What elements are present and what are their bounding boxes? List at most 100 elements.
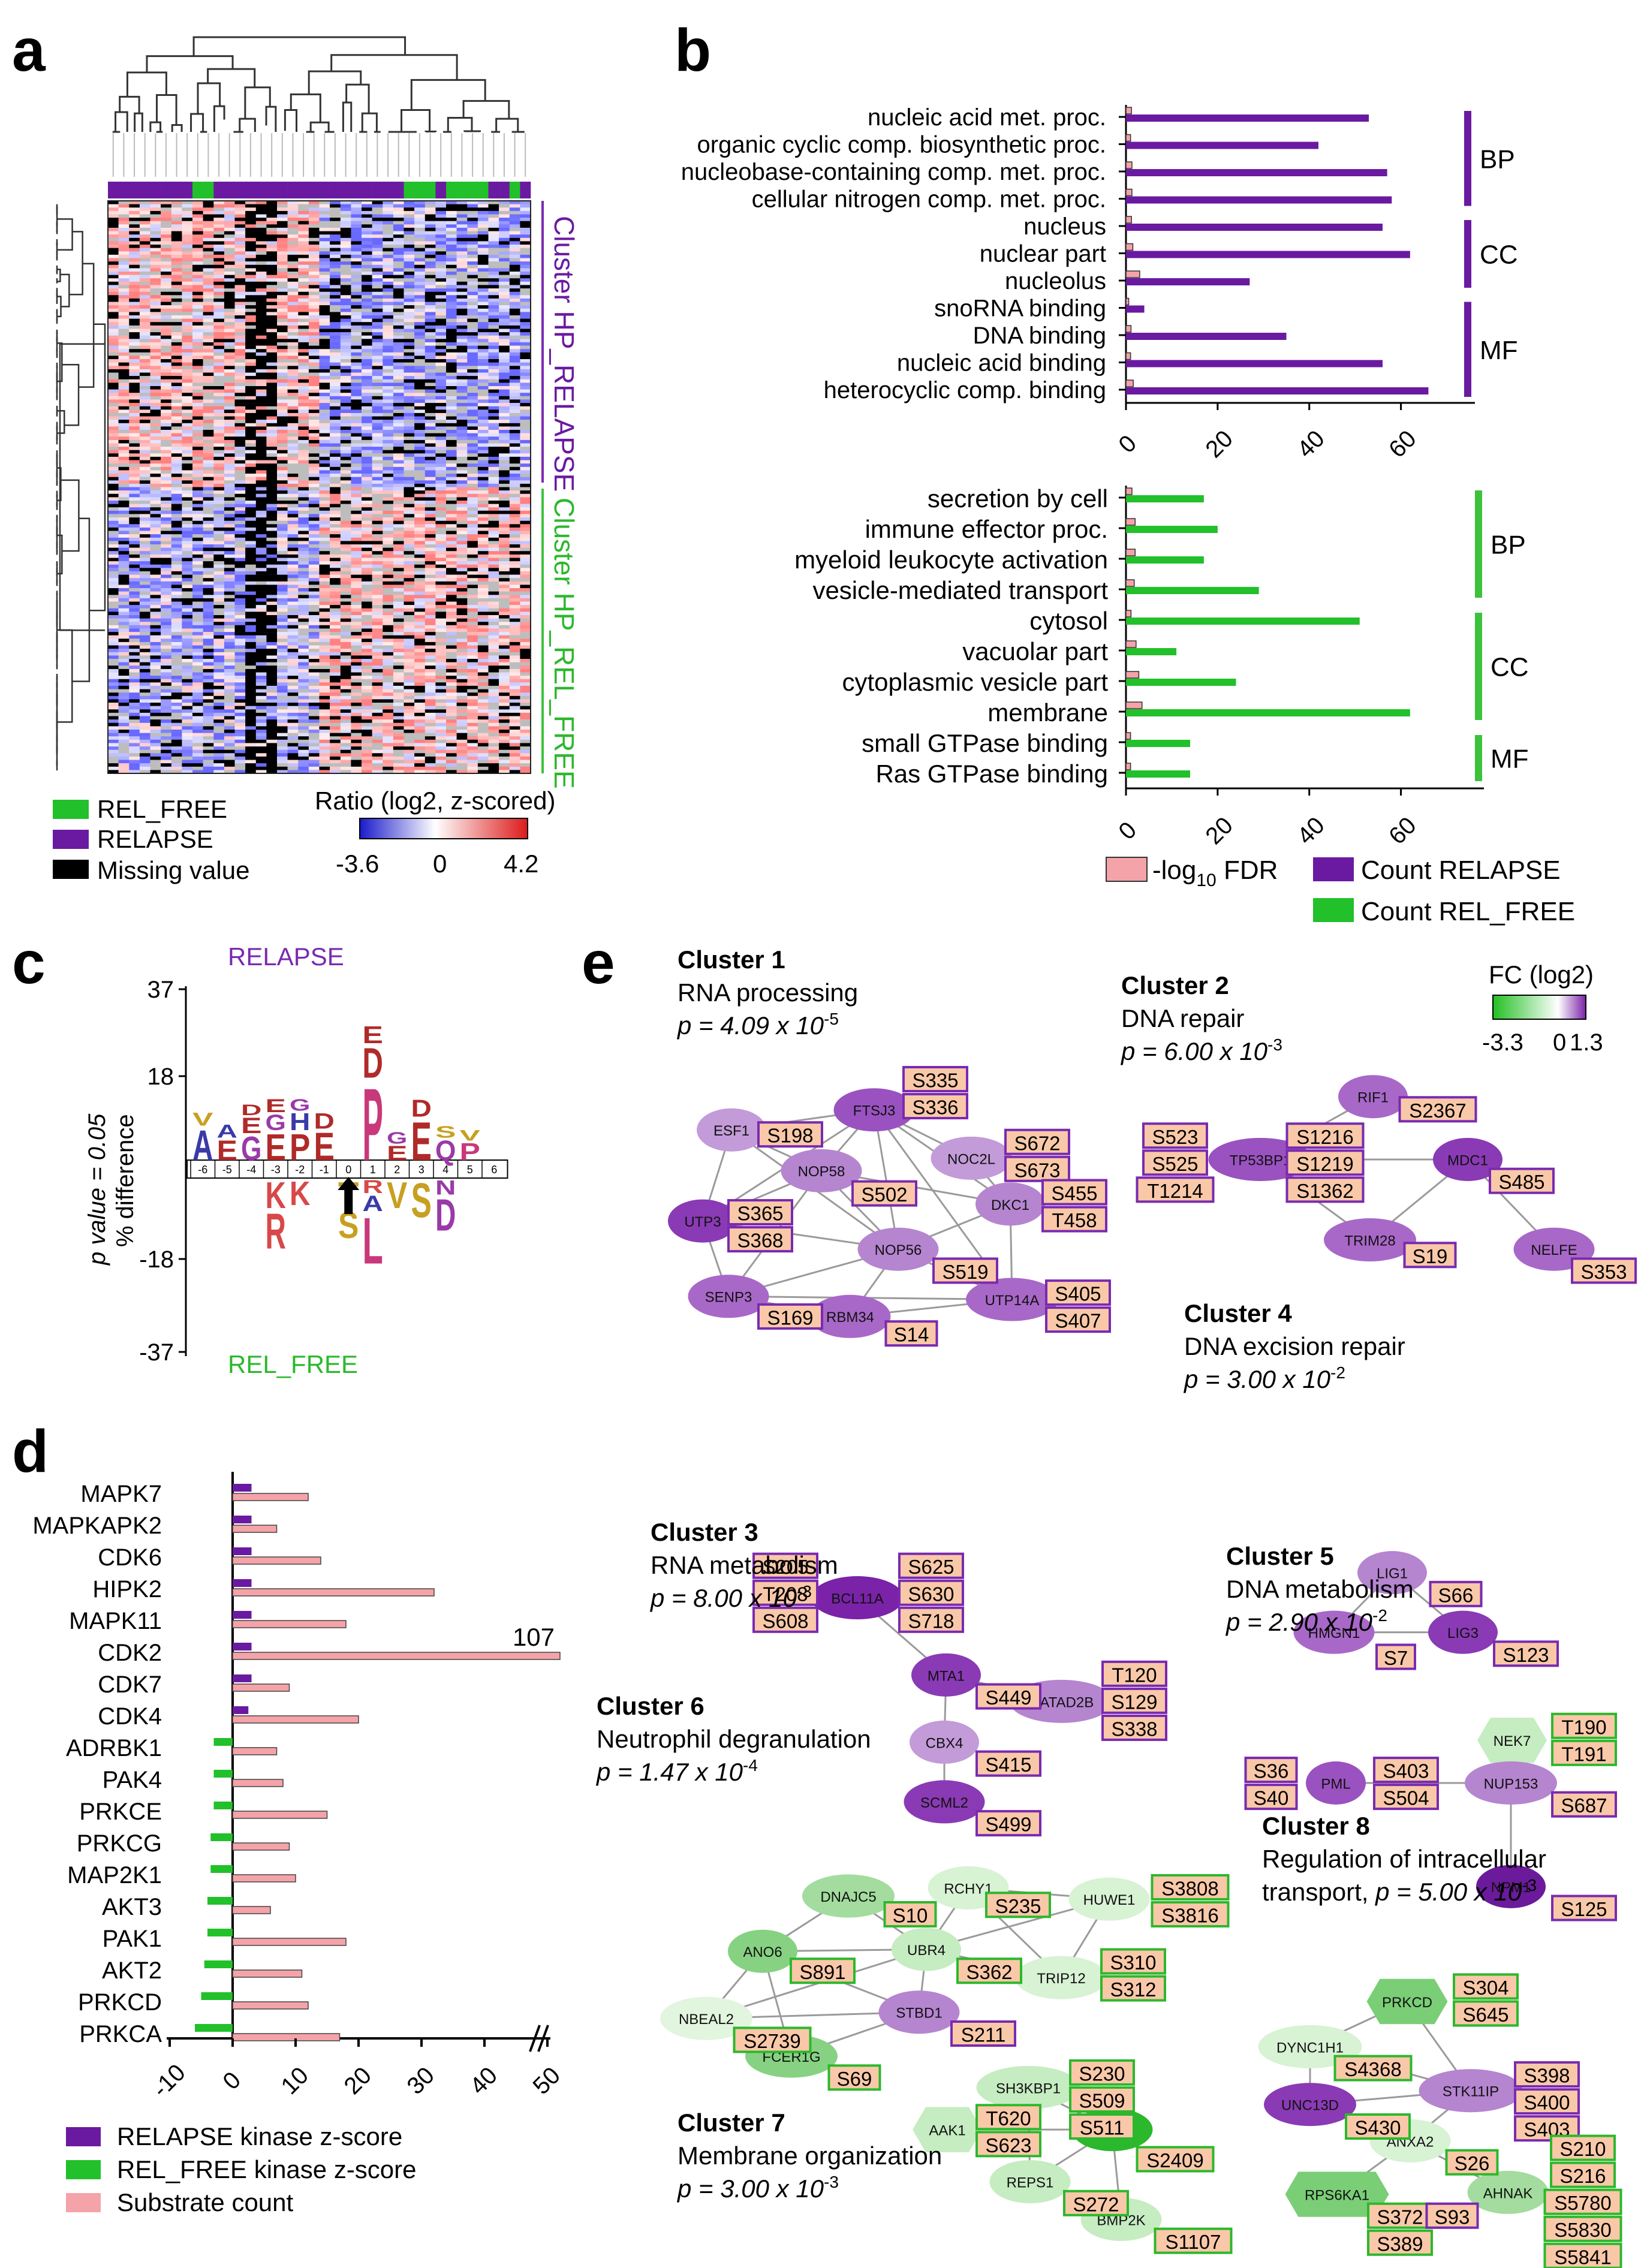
heatmap-cell xyxy=(277,531,288,535)
heatmap-cell xyxy=(224,362,235,366)
heatmap-cell xyxy=(340,362,351,366)
heatmap-cell xyxy=(108,251,119,255)
heatmap-cell xyxy=(393,504,404,508)
heatmap-cell xyxy=(287,507,299,511)
heatmap-cell xyxy=(414,342,425,346)
heatmap-cell xyxy=(308,248,320,252)
heatmap-cell xyxy=(351,359,362,363)
heatmap-cell xyxy=(308,258,320,262)
heatmap-cell xyxy=(182,420,193,423)
heatmap-cell xyxy=(161,541,171,545)
heatmap-cell xyxy=(308,241,320,245)
heatmap-cell xyxy=(171,376,182,379)
heatmap-cell xyxy=(404,420,415,423)
heatmap-cell xyxy=(182,288,193,292)
heatmap-cell xyxy=(319,325,330,329)
heatmap-cell xyxy=(456,514,468,518)
heatmap-cell xyxy=(467,264,478,269)
heatmap-cell xyxy=(488,551,499,555)
heatmap-cell xyxy=(319,308,330,312)
heatmap-cell xyxy=(372,483,383,487)
heatmap-cell xyxy=(224,342,235,346)
heatmap-cell xyxy=(224,227,235,231)
heatmap-cell xyxy=(308,581,320,585)
heatmap-cell xyxy=(139,510,150,514)
heatmap-cell xyxy=(372,245,383,248)
heatmap-cell xyxy=(150,558,161,562)
heatmap-cell xyxy=(213,291,225,296)
heatmap-cell xyxy=(446,554,457,558)
heatmap-cell xyxy=(330,585,341,589)
heatmap-cell xyxy=(255,339,267,343)
heatmap-cell xyxy=(499,224,510,228)
heatmap-cell xyxy=(245,352,256,356)
heatmap-cell xyxy=(340,574,351,579)
heatmap-cell xyxy=(414,470,425,474)
heatmap-cell xyxy=(446,325,457,329)
heatmap-cell xyxy=(499,430,510,433)
heatmap-cell xyxy=(171,436,182,441)
heatmap-cell xyxy=(509,430,520,433)
heatmap-cell xyxy=(499,568,510,572)
heatmap-cell xyxy=(182,335,193,339)
heatmap-cell xyxy=(424,436,436,441)
heatmap-cell xyxy=(118,487,130,491)
heatmap-cell xyxy=(245,315,256,319)
heatmap-cell xyxy=(393,406,404,410)
heatmap-cell xyxy=(171,356,182,360)
heatmap-cell xyxy=(277,335,288,339)
heatmap-cell xyxy=(150,534,161,538)
heatmap-cell xyxy=(362,439,372,444)
heatmap-cell xyxy=(393,453,404,457)
heatmap-cell xyxy=(192,322,203,326)
heatmap-cell xyxy=(108,504,119,508)
heatmap-cell xyxy=(446,359,457,363)
heatmap-cell xyxy=(467,504,478,508)
heatmap-cell xyxy=(477,379,489,383)
heatmap-cell xyxy=(383,574,394,579)
heatmap-cell xyxy=(182,224,193,228)
heatmap-cell xyxy=(287,372,299,377)
heatmap-cell xyxy=(467,295,478,299)
heatmap-cell xyxy=(477,493,489,498)
heatmap-cell xyxy=(182,329,193,333)
heatmap-cell xyxy=(509,470,520,474)
heatmap-cell xyxy=(150,345,161,350)
heatmap-cell xyxy=(393,366,404,370)
heatmap-cell xyxy=(404,356,415,360)
heatmap-cell xyxy=(520,453,531,457)
heatmap-cell xyxy=(520,561,531,565)
heatmap-cell xyxy=(234,466,246,471)
heatmap-cell xyxy=(213,527,225,531)
dendrogram-branch xyxy=(239,118,256,132)
heatmap-cell xyxy=(351,201,362,204)
heatmap-cell xyxy=(467,315,478,319)
heatmap-cell xyxy=(213,460,225,464)
heatmap-cell xyxy=(287,268,299,272)
heatmap-cell xyxy=(139,493,150,498)
heatmap-cell xyxy=(245,416,256,420)
heatmap-cell xyxy=(277,396,288,400)
heatmap-cell xyxy=(308,254,320,258)
heatmap-cell xyxy=(520,339,531,343)
heatmap-cell xyxy=(351,207,362,212)
heatmap-cell xyxy=(150,524,161,528)
heatmap-cell xyxy=(509,362,520,366)
heatmap-cell xyxy=(330,474,341,477)
heatmap-cell xyxy=(161,322,171,326)
heatmap-cell xyxy=(287,463,299,468)
heatmap-cell xyxy=(499,210,510,215)
heatmap-cell xyxy=(108,412,119,417)
heatmap-cell xyxy=(118,399,130,403)
heatmap-cell xyxy=(129,315,140,319)
sample-group-cell xyxy=(266,182,278,198)
heatmap-cell xyxy=(139,325,150,329)
heatmap-cell xyxy=(192,342,203,346)
heatmap-cell xyxy=(362,591,372,595)
heatmap-cell xyxy=(118,416,130,420)
heatmap-cell xyxy=(362,379,372,383)
heatmap-cell xyxy=(488,524,499,528)
heatmap-cell xyxy=(340,302,351,306)
heatmap-cell xyxy=(477,507,489,511)
heatmap-cell xyxy=(203,568,214,572)
